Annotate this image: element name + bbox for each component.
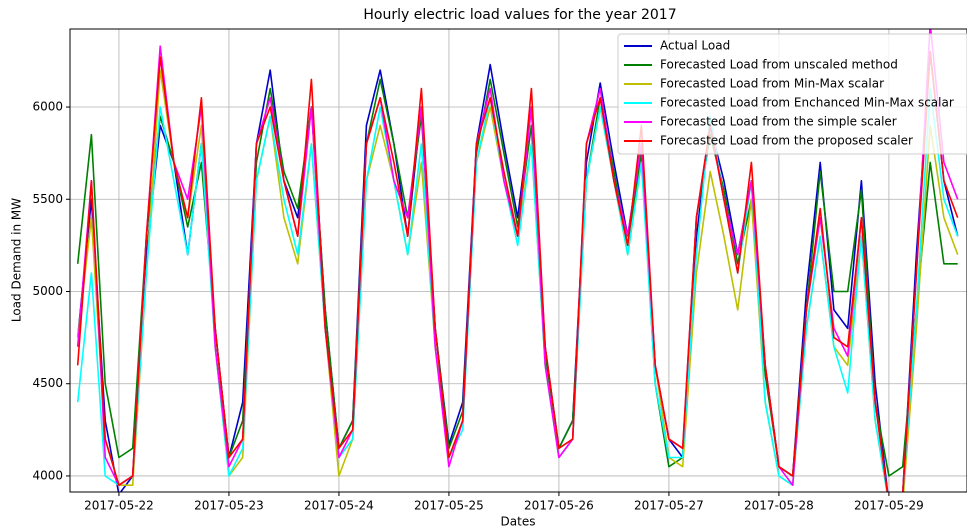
x-tick-label: 2017-05-24 <box>304 499 374 513</box>
x-tick-label: 2017-05-29 <box>854 499 924 513</box>
legend-label: Forecasted Load from the simple scaler <box>660 115 897 129</box>
chart-title: Hourly electric load values for the year… <box>363 7 676 23</box>
x-tick-label: 2017-05-26 <box>524 499 594 513</box>
legend-label: Forecasted Load from unscaled method <box>660 58 898 72</box>
plot-frame <box>69 28 967 493</box>
x-axis-label: Dates <box>501 515 536 529</box>
y-tick-label: 4000 <box>32 468 63 482</box>
x-tick-label: 2017-05-28 <box>744 499 814 513</box>
x-tick-label: 2017-05-25 <box>414 499 484 513</box>
legend-label: Forecasted Load from the proposed scaler <box>660 134 913 148</box>
legend-label: Actual Load <box>660 39 730 53</box>
plot-area <box>76 29 959 492</box>
legend-label: Forecasted Load from Enchanced Min-Max s… <box>660 96 954 110</box>
y-tick-label: 5500 <box>32 192 63 206</box>
series-line <box>76 50 959 492</box>
y-tick-label: 6000 <box>32 100 63 114</box>
y-tick-label: 5000 <box>32 284 63 298</box>
legend-box <box>617 33 967 155</box>
x-tick-label: 2017-05-27 <box>634 499 704 513</box>
x-tick-label: 2017-05-22 <box>84 499 154 513</box>
y-axis-label: Load Demand in MW <box>10 198 24 322</box>
legend-label: Forecasted Load from Min-Max scalar <box>660 77 884 91</box>
y-tick-label: 4500 <box>32 376 63 390</box>
x-tick-label: 2017-05-23 <box>194 499 264 513</box>
